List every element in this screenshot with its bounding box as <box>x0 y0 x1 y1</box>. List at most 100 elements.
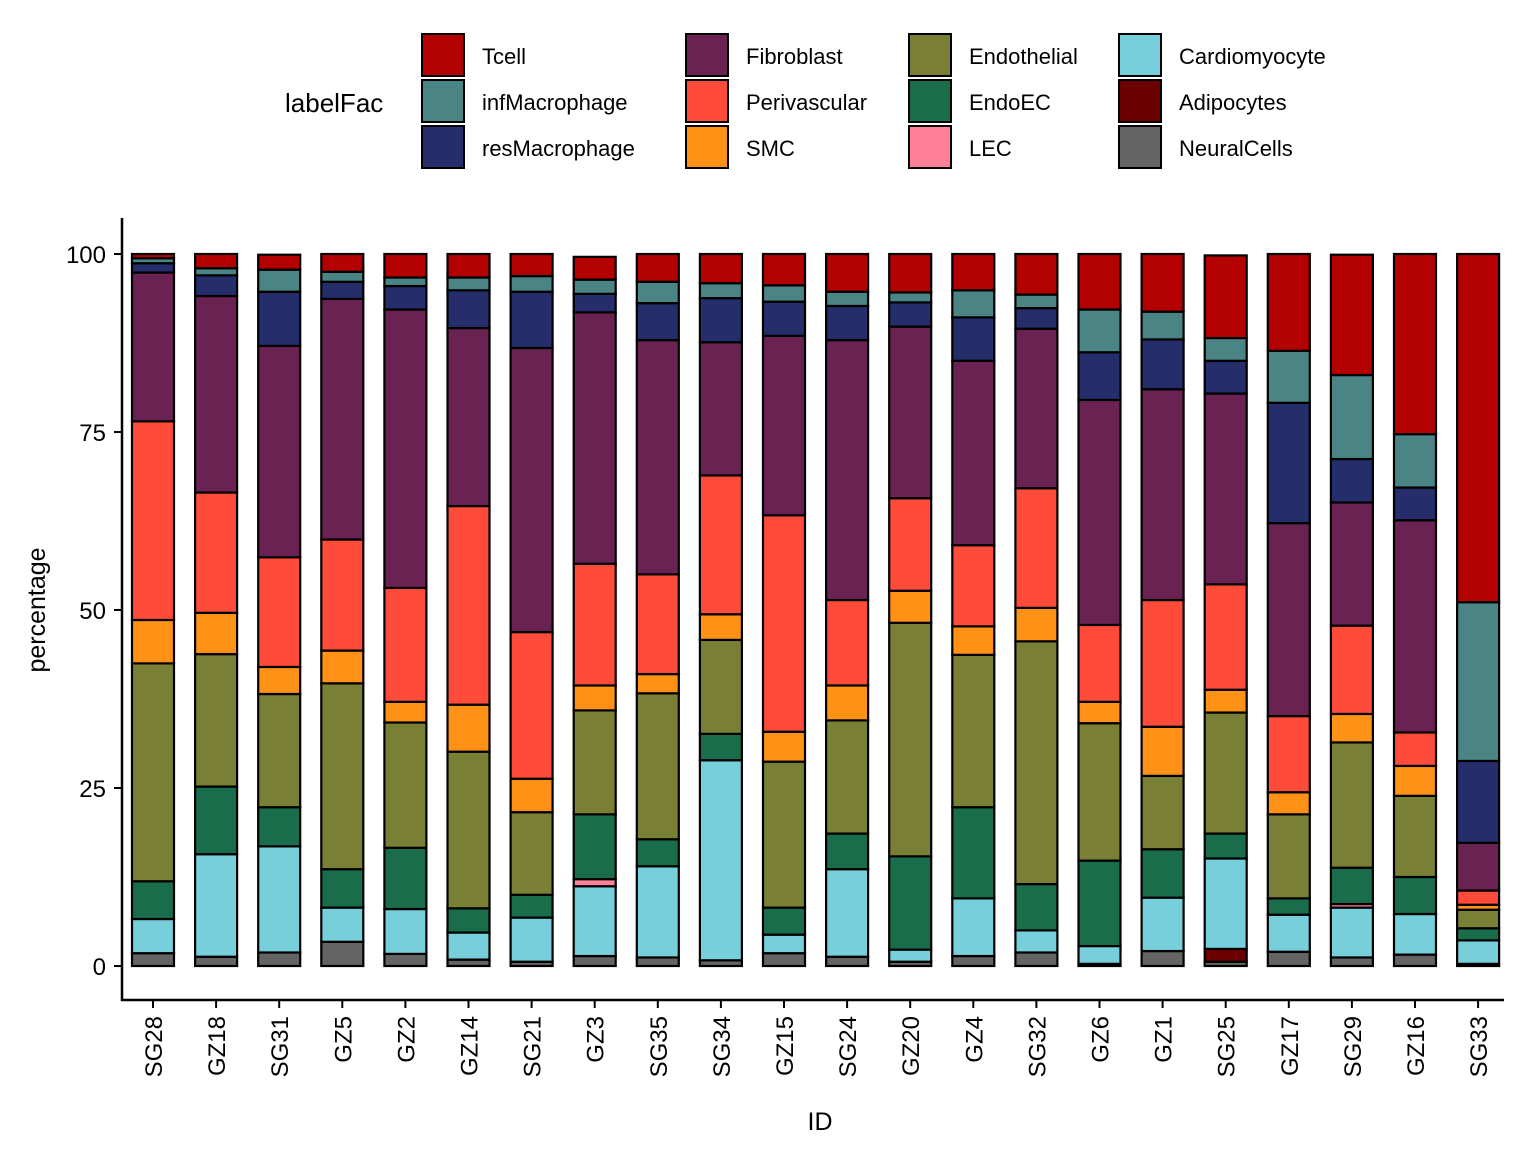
legend-item-smc: SMC <box>685 125 795 169</box>
bar-segment-endoec <box>383 846 428 911</box>
bar-segment-resmacrophage <box>1140 338 1185 391</box>
bar-sg24 <box>824 252 870 968</box>
bar-segment-resmacrophage <box>1329 457 1375 504</box>
bar-segment-smc <box>761 730 807 763</box>
bar-segment-smc <box>257 665 302 696</box>
bar-segment-perivascular <box>635 573 680 676</box>
bar-segment-cardiomyocyte <box>761 933 807 955</box>
bar-gz20 <box>888 252 933 968</box>
bar-segment-tcell <box>951 252 996 292</box>
bar-segment-endothelial <box>1329 741 1375 869</box>
bar-segment-endoec <box>824 832 870 871</box>
x-tick-label: GZ15 <box>772 1016 799 1076</box>
bar-segment-resmacrophage <box>320 280 365 300</box>
legend-label: LEC <box>969 136 1012 161</box>
x-tick-label: SG29 <box>1340 1016 1367 1077</box>
bar-segment-endoec <box>572 813 617 881</box>
legend-swatch-endoec <box>908 79 952 123</box>
legend-label: Cardiomyocyte <box>1179 44 1326 69</box>
bar-segment-infmacrophage <box>257 268 302 293</box>
bar-segment-fibroblast <box>1077 398 1122 627</box>
bar-segment-perivascular <box>1392 731 1438 768</box>
bar-segment-neuralcells <box>951 954 996 968</box>
bar-segment-tcell <box>446 252 491 279</box>
legend-swatch-fibroblast <box>685 33 729 77</box>
bar-segment-fibroblast <box>194 294 239 494</box>
bar-segment-resmacrophage <box>698 297 744 344</box>
bar-segment-cardiomyocyte <box>698 759 744 962</box>
y-tick-label: 50 <box>79 598 106 625</box>
bar-segment-tcell <box>572 255 617 281</box>
legend-label: SMC <box>746 136 795 161</box>
bar-segment-fibroblast <box>635 339 680 576</box>
bar-segment-endothelial <box>1014 640 1059 886</box>
x-tick-label: GZ6 <box>1088 1016 1115 1063</box>
bar-segment-perivascular <box>1014 487 1059 609</box>
bar-segment-endoec <box>1266 897 1311 916</box>
bar-segment-tcell <box>1455 252 1501 604</box>
bar-segment-resmacrophage <box>383 284 428 311</box>
y-tick-label: 75 <box>79 420 106 447</box>
bar-segment-perivascular <box>1329 624 1375 716</box>
bar-segment-endoec <box>698 732 744 762</box>
bar-segment-fibroblast <box>824 339 870 602</box>
x-tick-label: SG31 <box>267 1016 294 1077</box>
bar-segment-resmacrophage <box>761 300 807 337</box>
legend-item-endothelial: Endothelial <box>908 33 1078 77</box>
bar-segment-endothelial <box>572 709 617 816</box>
bar-sg21 <box>509 252 554 968</box>
legend-swatch-endothelial <box>908 33 952 77</box>
bar-segment-smc <box>194 611 239 656</box>
bar-segment-tcell <box>1140 252 1185 313</box>
y-tick-label: 25 <box>79 776 106 803</box>
bar-segment-perivascular <box>951 544 996 628</box>
bar-segment-fibroblast <box>446 326 491 508</box>
y-tick-label: 0 <box>93 954 106 981</box>
bar-segment-tcell <box>635 252 680 283</box>
bar-segment-infmacrophage <box>635 280 680 305</box>
bar-segment-cardiomyocyte <box>1266 913 1311 953</box>
bar-segment-tcell <box>1077 252 1122 311</box>
bar-segment-infmacrophage <box>320 270 365 283</box>
bar-segment-cardiomyocyte <box>257 845 302 954</box>
bar-segment-smc <box>130 618 176 665</box>
x-tick-label: SG32 <box>1024 1016 1051 1077</box>
bar-gz17 <box>1266 252 1311 968</box>
bar-segment-perivascular <box>1455 889 1501 906</box>
bar-segment-resmacrophage <box>446 289 491 330</box>
bar-segment-neuralcells <box>1014 951 1059 968</box>
legend-item-cardiomyocyte: Cardiomyocyte <box>1118 33 1326 77</box>
bar-segment-fibroblast <box>1455 841 1501 892</box>
bar-segment-cardiomyocyte <box>1140 896 1185 953</box>
legend-swatch-perivascular <box>685 79 729 123</box>
bar-segment-fibroblast <box>1266 522 1311 718</box>
y-axis-ticks: 0 25 50 75 100 <box>66 242 122 981</box>
bar-segment-fibroblast <box>130 271 176 423</box>
bars-group <box>130 252 1501 968</box>
bar-segment-endothelial <box>509 811 554 896</box>
bar-segment-adipocytes <box>1203 947 1248 963</box>
bar-segment-endothelial <box>888 621 933 858</box>
bar-segment-cardiomyocyte <box>888 948 933 963</box>
bar-segment-endothelial <box>698 638 744 735</box>
bar-segment-endothelial <box>1392 794 1438 879</box>
bar-segment-infmacrophage <box>383 276 428 288</box>
legend-swatch-tcell <box>421 33 465 77</box>
bar-segment-resmacrophage <box>1077 351 1122 402</box>
bar-gz14 <box>446 252 491 968</box>
bar-sg29 <box>1329 253 1375 968</box>
legend-item-endoec: EndoEC <box>908 79 1051 123</box>
x-tick-label: GZ1 <box>1151 1016 1178 1063</box>
bar-segment-cardiomyocyte <box>951 897 996 958</box>
x-tick-label: SG25 <box>1214 1016 1241 1077</box>
bar-segment-neuralcells <box>194 955 239 968</box>
bar-segment-infmacrophage <box>572 278 617 295</box>
bar-segment-resmacrophage <box>1455 759 1501 844</box>
bar-segment-resmacrophage <box>257 290 302 347</box>
bar-segment-fibroblast <box>888 325 933 500</box>
bar-segment-cardiomyocyte <box>1329 906 1375 959</box>
x-tick-label: GZ5 <box>330 1016 357 1063</box>
bar-segment-perivascular <box>509 630 554 780</box>
legend-label: Endothelial <box>969 44 1078 69</box>
bar-segment-cardiomyocyte <box>572 885 617 958</box>
